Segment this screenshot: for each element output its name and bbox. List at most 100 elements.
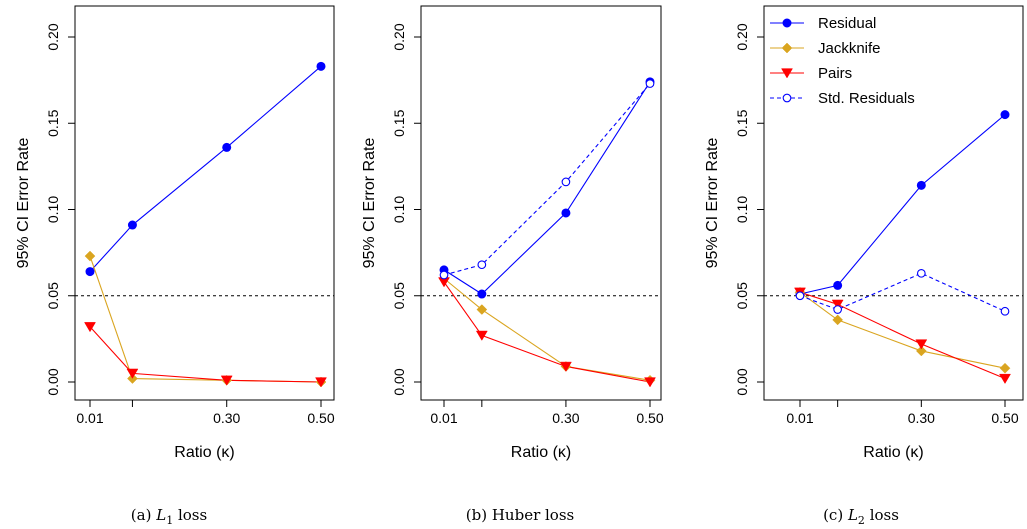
- series-markers-jackknife: [84, 250, 327, 388]
- data-point: [916, 268, 926, 278]
- x-tick-label: 0.30: [213, 410, 240, 426]
- data-point: [84, 250, 96, 262]
- data-point: [127, 220, 137, 230]
- y-axis-label: 95% CI Error Rate: [15, 138, 32, 269]
- series-line-jackknife: [799, 291, 1006, 369]
- series-markers-pairs: [84, 322, 327, 388]
- data-point: [915, 345, 927, 357]
- series-markers-residual: [85, 61, 326, 277]
- data-point: [222, 142, 232, 152]
- caption-label: (b): [466, 506, 492, 524]
- series-line-residual: [443, 81, 651, 295]
- x-axis-label: Ratio (κ): [174, 444, 234, 461]
- y-tick-label: 0.10: [734, 196, 750, 223]
- data-point: [999, 373, 1011, 384]
- data-point: [795, 291, 805, 301]
- x-tick-label: 0.30: [908, 410, 935, 426]
- data-point: [832, 314, 844, 326]
- legend-swatch-marker: [781, 68, 793, 79]
- data-point: [315, 377, 327, 388]
- series-line-std-residuals: [799, 272, 1006, 312]
- caption-text: Huber loss: [492, 506, 574, 524]
- chart-panel-2: 0.00 0.05 0.10 0.15 0.20 0.01 0.30 0.50 Ratio (κ…: [361, 5, 664, 524]
- series-line-std-residuals: [443, 83, 651, 276]
- data-point: [316, 61, 326, 71]
- legend-entry: Residual: [818, 15, 876, 32]
- y-tick-label: 0.00: [734, 368, 750, 395]
- y-tick-label: 0.20: [734, 23, 750, 50]
- data-point: [999, 362, 1011, 374]
- data-point: [561, 177, 571, 187]
- y-tick-label: 0.00: [391, 368, 407, 395]
- plot-frame: [763, 5, 1024, 401]
- data-point: [1000, 110, 1010, 120]
- series-markers-std-residuals: [795, 268, 1010, 316]
- legend-swatch-marker: [782, 18, 792, 28]
- x-tick-label: 0.50: [307, 410, 334, 426]
- legend-entry: Std. Residuals: [818, 90, 915, 107]
- y-tick-label: 0.05: [45, 282, 61, 309]
- legend-swatch-marker: [781, 42, 793, 54]
- data-point: [475, 330, 488, 341]
- caption-text: loss: [173, 506, 207, 524]
- legend-entry: Jackknife: [818, 40, 881, 57]
- x-tick-label: 0.30: [552, 410, 579, 426]
- series-line-jackknife: [443, 278, 651, 381]
- data-point: [559, 361, 572, 372]
- y-tick-label: 0.05: [734, 282, 750, 309]
- panel-caption: (b) Huber loss: [466, 506, 574, 524]
- plot-frame: [420, 5, 662, 401]
- x-tick-label: 0.50: [991, 410, 1018, 426]
- data-point: [915, 339, 928, 350]
- y-tick-label: 0.05: [391, 282, 407, 309]
- caption-math: L: [155, 506, 166, 524]
- data-point: [1000, 306, 1010, 316]
- data-point: [439, 270, 449, 280]
- x-tick-label: 0.01: [786, 410, 813, 426]
- panel-caption: (a) L1 loss: [131, 506, 207, 527]
- caption-label: (a): [131, 506, 156, 524]
- y-axis-label: 95% CI Error Rate: [704, 138, 721, 269]
- data-point: [831, 299, 844, 310]
- series-line-pairs: [89, 326, 322, 383]
- data-point: [916, 180, 926, 190]
- caption-label: (c): [823, 506, 848, 524]
- data-point: [85, 267, 95, 277]
- y-tick-label: 0.15: [391, 109, 407, 136]
- data-point: [645, 79, 655, 88]
- caption-text: loss: [865, 506, 899, 524]
- series-markers-residual: [439, 77, 655, 299]
- series-line-pairs: [443, 281, 651, 383]
- series-line-pairs: [799, 291, 1006, 380]
- x-tick-label: 0.01: [76, 410, 103, 426]
- legend: Residual Jackknife Pairs Std. Residuals: [770, 15, 915, 107]
- x-axis-label: Ratio (κ): [511, 444, 571, 461]
- data-point: [477, 260, 487, 270]
- y-tick-label: 0.20: [45, 23, 61, 50]
- caption-math: L: [847, 506, 858, 524]
- data-point: [833, 305, 843, 314]
- data-point: [477, 289, 487, 299]
- data-point: [220, 375, 233, 386]
- chart-panel-3: 0.00 0.05 0.10 0.15 0.20 0.01 0.30 0.50 Ratio (κ…: [704, 5, 1024, 527]
- caption-subscript: 2: [858, 514, 865, 527]
- series-line-residual: [89, 65, 322, 272]
- y-tick-label: 0.20: [391, 23, 407, 50]
- series-markers-jackknife: [794, 286, 1011, 374]
- data-point: [644, 377, 656, 388]
- data-point: [833, 280, 843, 290]
- legend-entry: Pairs: [818, 65, 852, 82]
- x-tick-label: 0.50: [636, 410, 663, 426]
- y-tick-label: 0.10: [45, 196, 61, 223]
- data-point: [126, 368, 139, 379]
- y-tick-label: 0.00: [45, 368, 61, 395]
- chart-panel-1: 0.00 0.05 0.10 0.15 0.20 0.01 0.30 0.50 Ratio (κ…: [15, 5, 335, 527]
- legend-swatch-marker: [782, 93, 792, 103]
- x-axis-label: Ratio (κ): [863, 444, 923, 461]
- series-markers-std-residuals: [439, 79, 655, 280]
- caption-subscript: 1: [166, 514, 173, 527]
- panel-caption: (c) L2 loss: [823, 506, 899, 527]
- y-axis-label: 95% CI Error Rate: [361, 138, 378, 269]
- series-line-residual: [799, 114, 1006, 295]
